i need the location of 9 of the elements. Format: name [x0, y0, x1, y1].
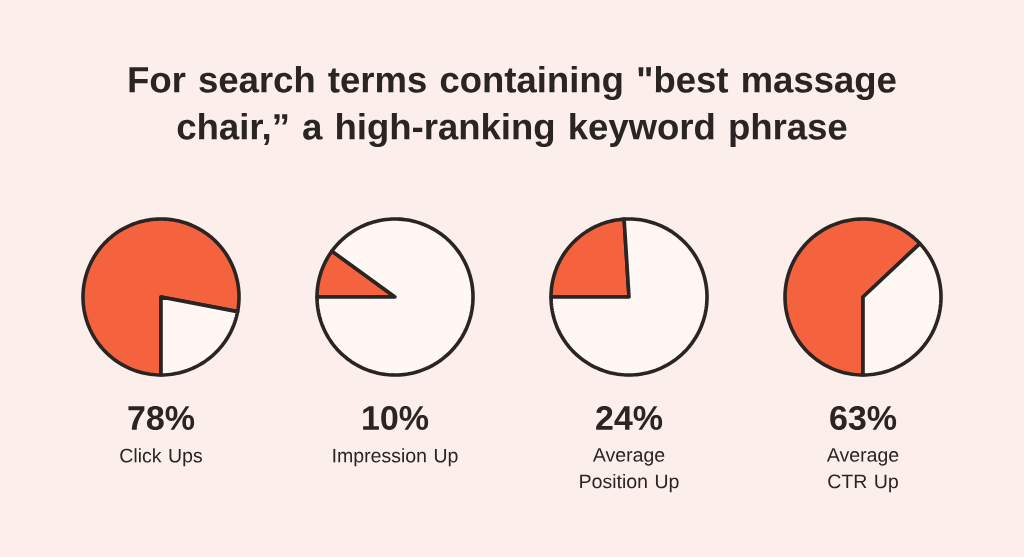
text: 24% — [596, 406, 663, 430]
text: For search terms containing "best massage chair,” a high-ranking keyword phrase — [129, 65, 896, 148]
text: 10% — [363, 405, 429, 431]
text: Impression Up — [333, 448, 458, 467]
text: Average CTR Up — [826, 448, 899, 493]
text: 63% — [830, 405, 897, 431]
text: Click Ups — [120, 448, 202, 467]
text: 78% — [128, 405, 195, 431]
text: Average Position Up — [580, 448, 679, 493]
